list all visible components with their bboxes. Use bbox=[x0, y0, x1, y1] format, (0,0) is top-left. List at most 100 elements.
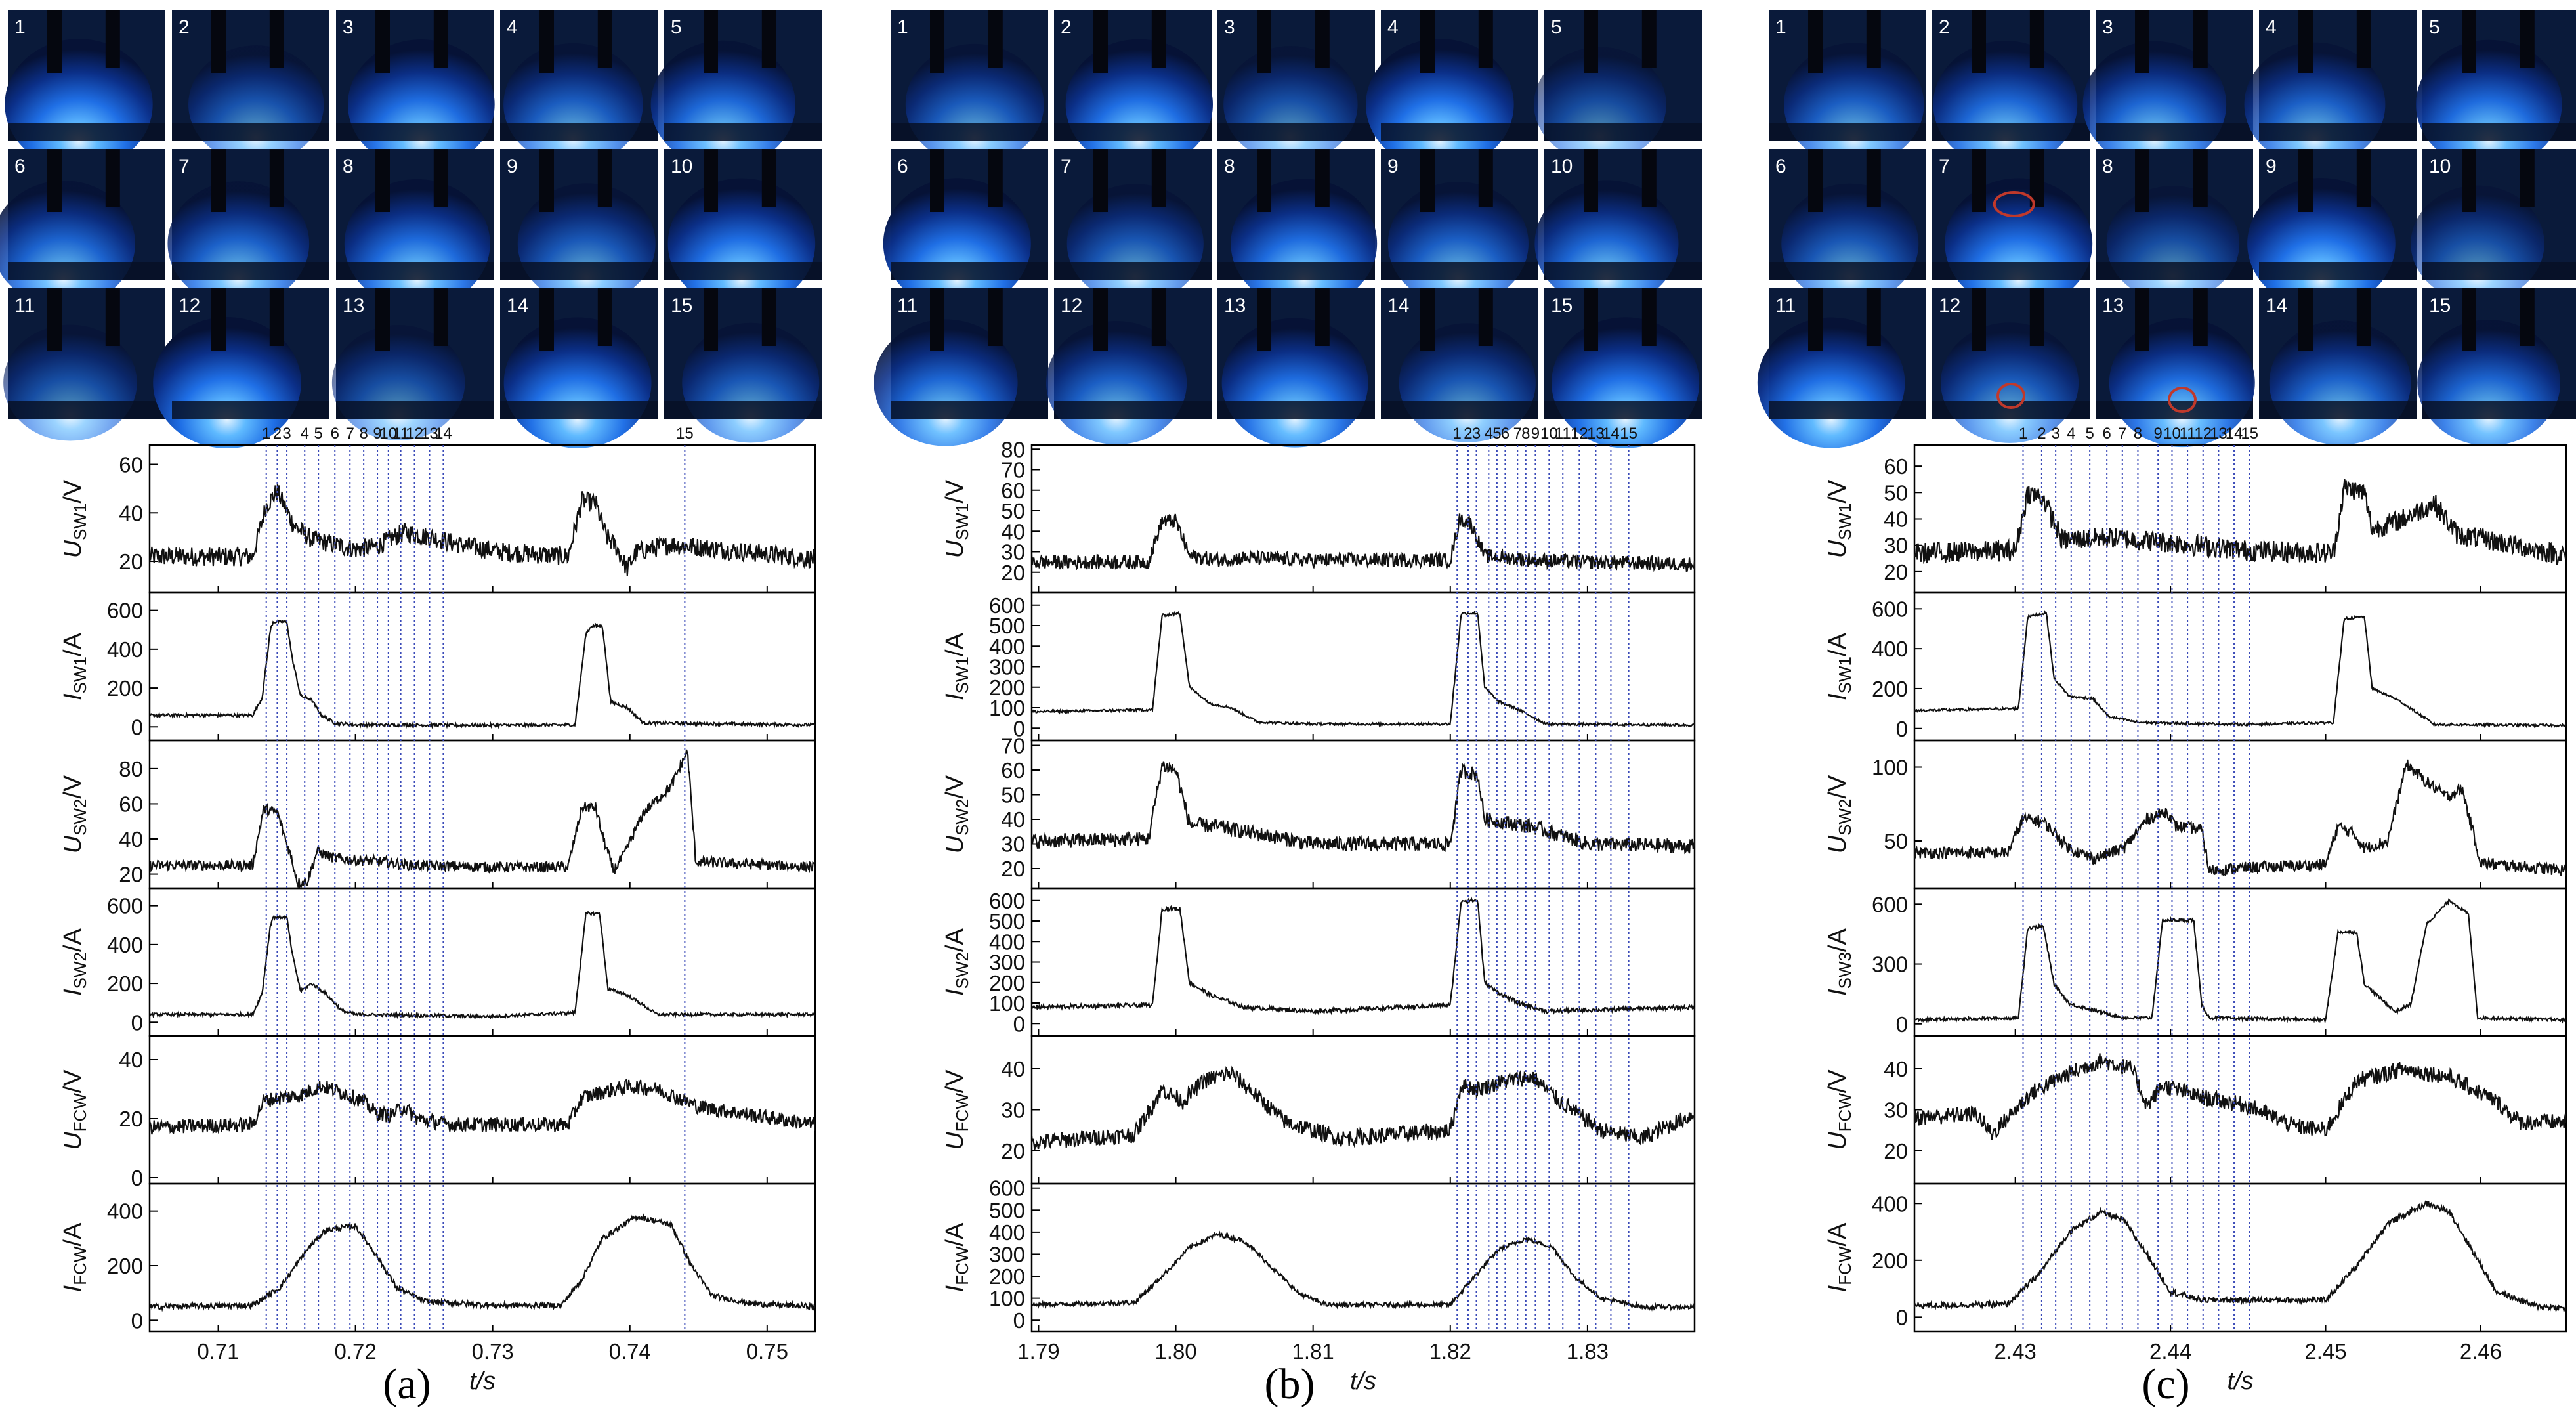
subplot-frame bbox=[1913, 1182, 2567, 1333]
subplot-frame bbox=[1913, 887, 2567, 1037]
workpiece bbox=[1054, 123, 1212, 141]
y-tick-label: 0 bbox=[1013, 1308, 1025, 1333]
frame-marker-label: 1 bbox=[1453, 425, 1462, 442]
y-tick-label: 40 bbox=[1001, 1057, 1025, 1081]
frame-marker-label: 11 bbox=[2180, 425, 2196, 442]
electrode-left bbox=[1257, 288, 1271, 351]
frame-marker-label: 15 bbox=[1620, 425, 1637, 442]
workpiece bbox=[500, 123, 658, 141]
y-tick-label: 20 bbox=[1001, 561, 1025, 585]
y-tick-label: 70 bbox=[1001, 458, 1025, 483]
signal-trace bbox=[150, 618, 815, 729]
subplot: 0 200 400 600 ISW2/A bbox=[59, 887, 816, 1037]
frame-marker-label: 8 bbox=[2134, 425, 2142, 442]
electrode-left bbox=[2135, 149, 2149, 212]
arc-photo-frame: 2 bbox=[1054, 10, 1213, 170]
electrode-left bbox=[1808, 288, 1823, 351]
y-tick-label: 20 bbox=[1884, 1139, 1908, 1163]
workpiece bbox=[336, 401, 494, 419]
arc-photo-frame: 14 bbox=[500, 288, 658, 448]
x-tick-label: 0.72 bbox=[334, 1339, 376, 1363]
electrode-right bbox=[1478, 10, 1493, 68]
workpiece bbox=[1381, 262, 1538, 280]
electrode-right bbox=[988, 10, 1003, 68]
signal-trace bbox=[1914, 898, 2566, 1025]
electrode-left bbox=[1972, 288, 1986, 351]
electrode-left bbox=[930, 10, 944, 73]
workpiece bbox=[891, 401, 1048, 419]
workpiece bbox=[172, 123, 329, 141]
y-tick-label: 200 bbox=[1872, 677, 1908, 701]
arc-photo-frame: 4 bbox=[1366, 10, 1538, 170]
frame-marker-label: 14 bbox=[1602, 425, 1620, 442]
y-tick-label: 20 bbox=[119, 863, 143, 887]
workpiece bbox=[1544, 123, 1702, 141]
y-tick-label: 400 bbox=[107, 933, 143, 957]
arc-photo-frame: 14 bbox=[1381, 288, 1538, 442]
y-tick-label: 40 bbox=[1884, 507, 1908, 532]
y-tick-label: 600 bbox=[989, 593, 1025, 618]
photo-number: 8 bbox=[2102, 156, 2113, 177]
photo-number: 2 bbox=[179, 16, 190, 38]
frame-marker-label: 8 bbox=[1521, 425, 1530, 442]
subplot: 20 40 60 80 USW2/V bbox=[59, 739, 816, 890]
electrode-left bbox=[2298, 288, 2313, 351]
electrode-left bbox=[375, 288, 390, 351]
frame-marker-label: 10 bbox=[1540, 425, 1558, 442]
frame-marker-label: 9 bbox=[1531, 425, 1540, 442]
arc-photo-frame: 6 bbox=[0, 149, 165, 307]
arc-plasma-glow bbox=[2106, 186, 2240, 301]
arc-photo-frame: 1 bbox=[5, 10, 165, 170]
workpiece bbox=[336, 123, 494, 141]
y-tick-label: 400 bbox=[1872, 637, 1908, 661]
photo-number: 13 bbox=[2102, 295, 2124, 316]
subplot: 20 30 40 UFCW/V bbox=[1824, 1035, 2567, 1185]
workpiece bbox=[891, 262, 1048, 280]
photo-number: 13 bbox=[1224, 295, 1246, 316]
photo-number: 14 bbox=[507, 295, 528, 316]
electrode-right bbox=[1315, 288, 1330, 346]
frame-marker-label: 15 bbox=[2241, 425, 2258, 442]
photo-number: 9 bbox=[507, 156, 518, 177]
x-tick-label: 1.83 bbox=[1567, 1339, 1609, 1363]
photo-number: 6 bbox=[1775, 156, 1786, 177]
electrode-left bbox=[1584, 10, 1598, 73]
signal-trace bbox=[1914, 1200, 2566, 1314]
subplot-frame bbox=[148, 444, 816, 594]
arc-photo-frame: 10 bbox=[664, 149, 822, 309]
subplot-frame bbox=[1913, 444, 2567, 594]
y-axis-label: ISW2/A bbox=[59, 928, 90, 995]
x-tick-label: 1.82 bbox=[1429, 1339, 1471, 1363]
electrode-left bbox=[2135, 288, 2149, 351]
frame-marker-label: 7 bbox=[1513, 425, 1522, 442]
photo-number: 5 bbox=[1551, 16, 1562, 38]
arc-photo-frame: 2 bbox=[1932, 10, 2090, 168]
photo-number: 11 bbox=[14, 295, 35, 316]
workpiece bbox=[8, 123, 165, 141]
photo-number: 15 bbox=[2429, 295, 2451, 316]
electrode-right bbox=[761, 10, 776, 68]
arc-photo-frame: 3 bbox=[2082, 10, 2253, 168]
electrode-left bbox=[375, 149, 390, 212]
electrode-right bbox=[1478, 288, 1493, 346]
y-tick-label: 0 bbox=[1013, 1012, 1025, 1036]
electrode-right bbox=[433, 288, 448, 346]
electrode-right bbox=[761, 149, 776, 207]
y-tick-label: 40 bbox=[1001, 519, 1025, 544]
workpiece bbox=[1769, 401, 1926, 419]
electrode-right bbox=[2193, 149, 2208, 207]
y-tick-label: 600 bbox=[989, 1176, 1025, 1201]
y-tick-label: 0 bbox=[1896, 717, 1908, 741]
signal-trace bbox=[150, 484, 815, 576]
y-tick-label: 500 bbox=[989, 909, 1025, 933]
electrode-left bbox=[1257, 10, 1271, 73]
photo-number: 4 bbox=[507, 16, 518, 38]
arc-photo-frame: 12 bbox=[1932, 288, 2090, 443]
photo-number: 7 bbox=[1061, 156, 1072, 177]
arc-photo-frame: 8 bbox=[2096, 149, 2253, 301]
arc-photo-frame: 10 bbox=[2411, 149, 2576, 302]
x-tick-label: 2.45 bbox=[2304, 1339, 2346, 1363]
subplot: 20 30 40 UFCW/V bbox=[941, 1035, 1696, 1185]
frame-marker-label: 5 bbox=[2085, 425, 2094, 442]
